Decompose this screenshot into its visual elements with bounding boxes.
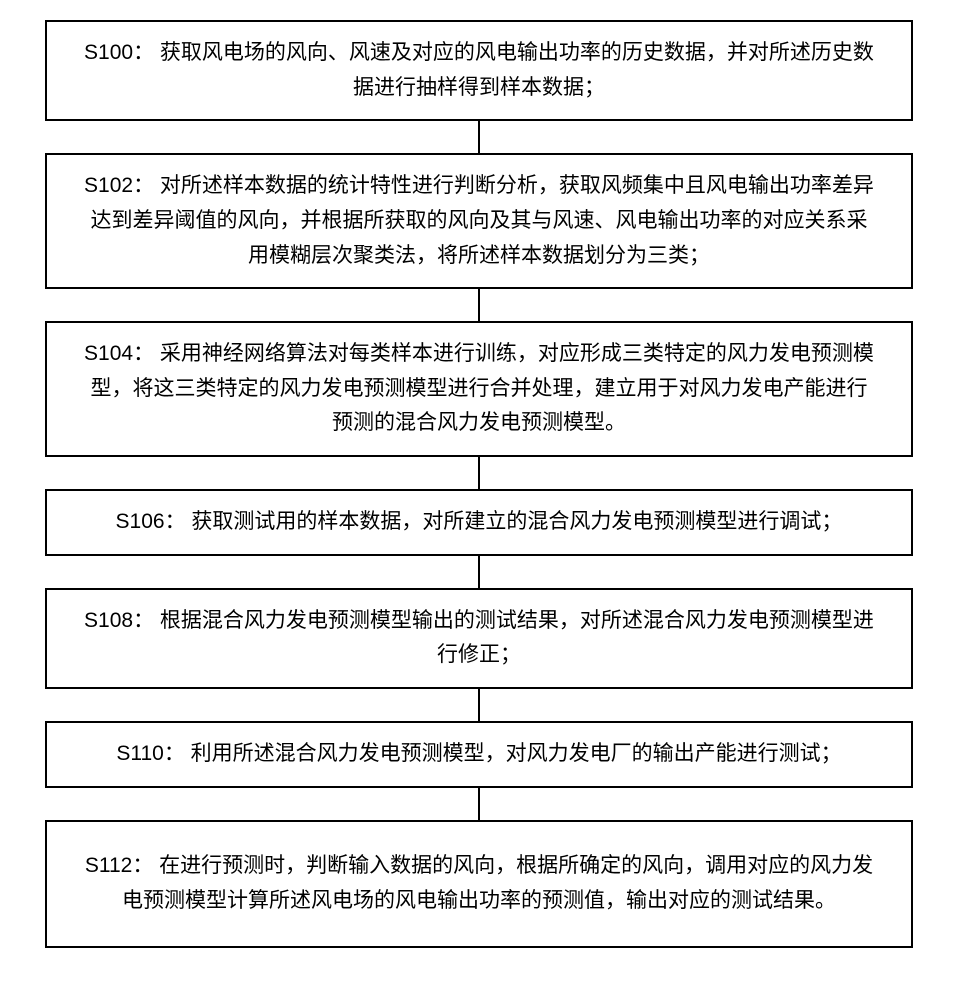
flow-connector (478, 289, 481, 321)
node-text: S102： 对所述样本数据的统计特性进行判断分析，获取风频集中且风电输出功率差异… (83, 169, 875, 273)
flow-node-s110: S110： 利用所述混合风力发电预测模型，对风力发电厂的输出产能进行测试； (45, 721, 913, 788)
flowchart-container: S100： 获取风电场的风向、风速及对应的风电输出功率的历史数据，并对所述历史数… (40, 20, 918, 948)
flow-node-s104: S104： 采用神经网络算法对每类样本进行训练，对应形成三类特定的风力发电预测模… (45, 321, 913, 457)
flow-node-s100: S100： 获取风电场的风向、风速及对应的风电输出功率的历史数据，并对所述历史数… (45, 20, 913, 121)
flow-connector (478, 457, 481, 489)
flow-connector (478, 556, 481, 588)
flow-node-s112: S112： 在进行预测时，判断输入数据的风向，根据所确定的风向，调用对应的风力发… (45, 820, 913, 948)
flow-connector (478, 689, 481, 721)
flow-connector (478, 121, 481, 153)
node-text: S100： 获取风电场的风向、风速及对应的风电输出功率的历史数据，并对所述历史数… (83, 36, 875, 105)
node-text: S112： 在进行预测时，判断输入数据的风向，根据所确定的风向，调用对应的风力发… (83, 849, 875, 918)
flow-connector (478, 788, 481, 820)
flow-node-s108: S108： 根据混合风力发电预测模型输出的测试结果，对所述混合风力发电预测模型进… (45, 588, 913, 689)
node-text: S108： 根据混合风力发电预测模型输出的测试结果，对所述混合风力发电预测模型进… (83, 604, 875, 673)
node-text: S104： 采用神经网络算法对每类样本进行训练，对应形成三类特定的风力发电预测模… (83, 337, 875, 441)
flow-node-s106: S106： 获取测试用的样本数据，对所建立的混合风力发电预测模型进行调试； (45, 489, 913, 556)
node-text: S106： 获取测试用的样本数据，对所建立的混合风力发电预测模型进行调试； (116, 505, 843, 540)
node-text: S110： 利用所述混合风力发电预测模型，对风力发电厂的输出产能进行测试； (116, 737, 841, 772)
flow-node-s102: S102： 对所述样本数据的统计特性进行判断分析，获取风频集中且风电输出功率差异… (45, 153, 913, 289)
